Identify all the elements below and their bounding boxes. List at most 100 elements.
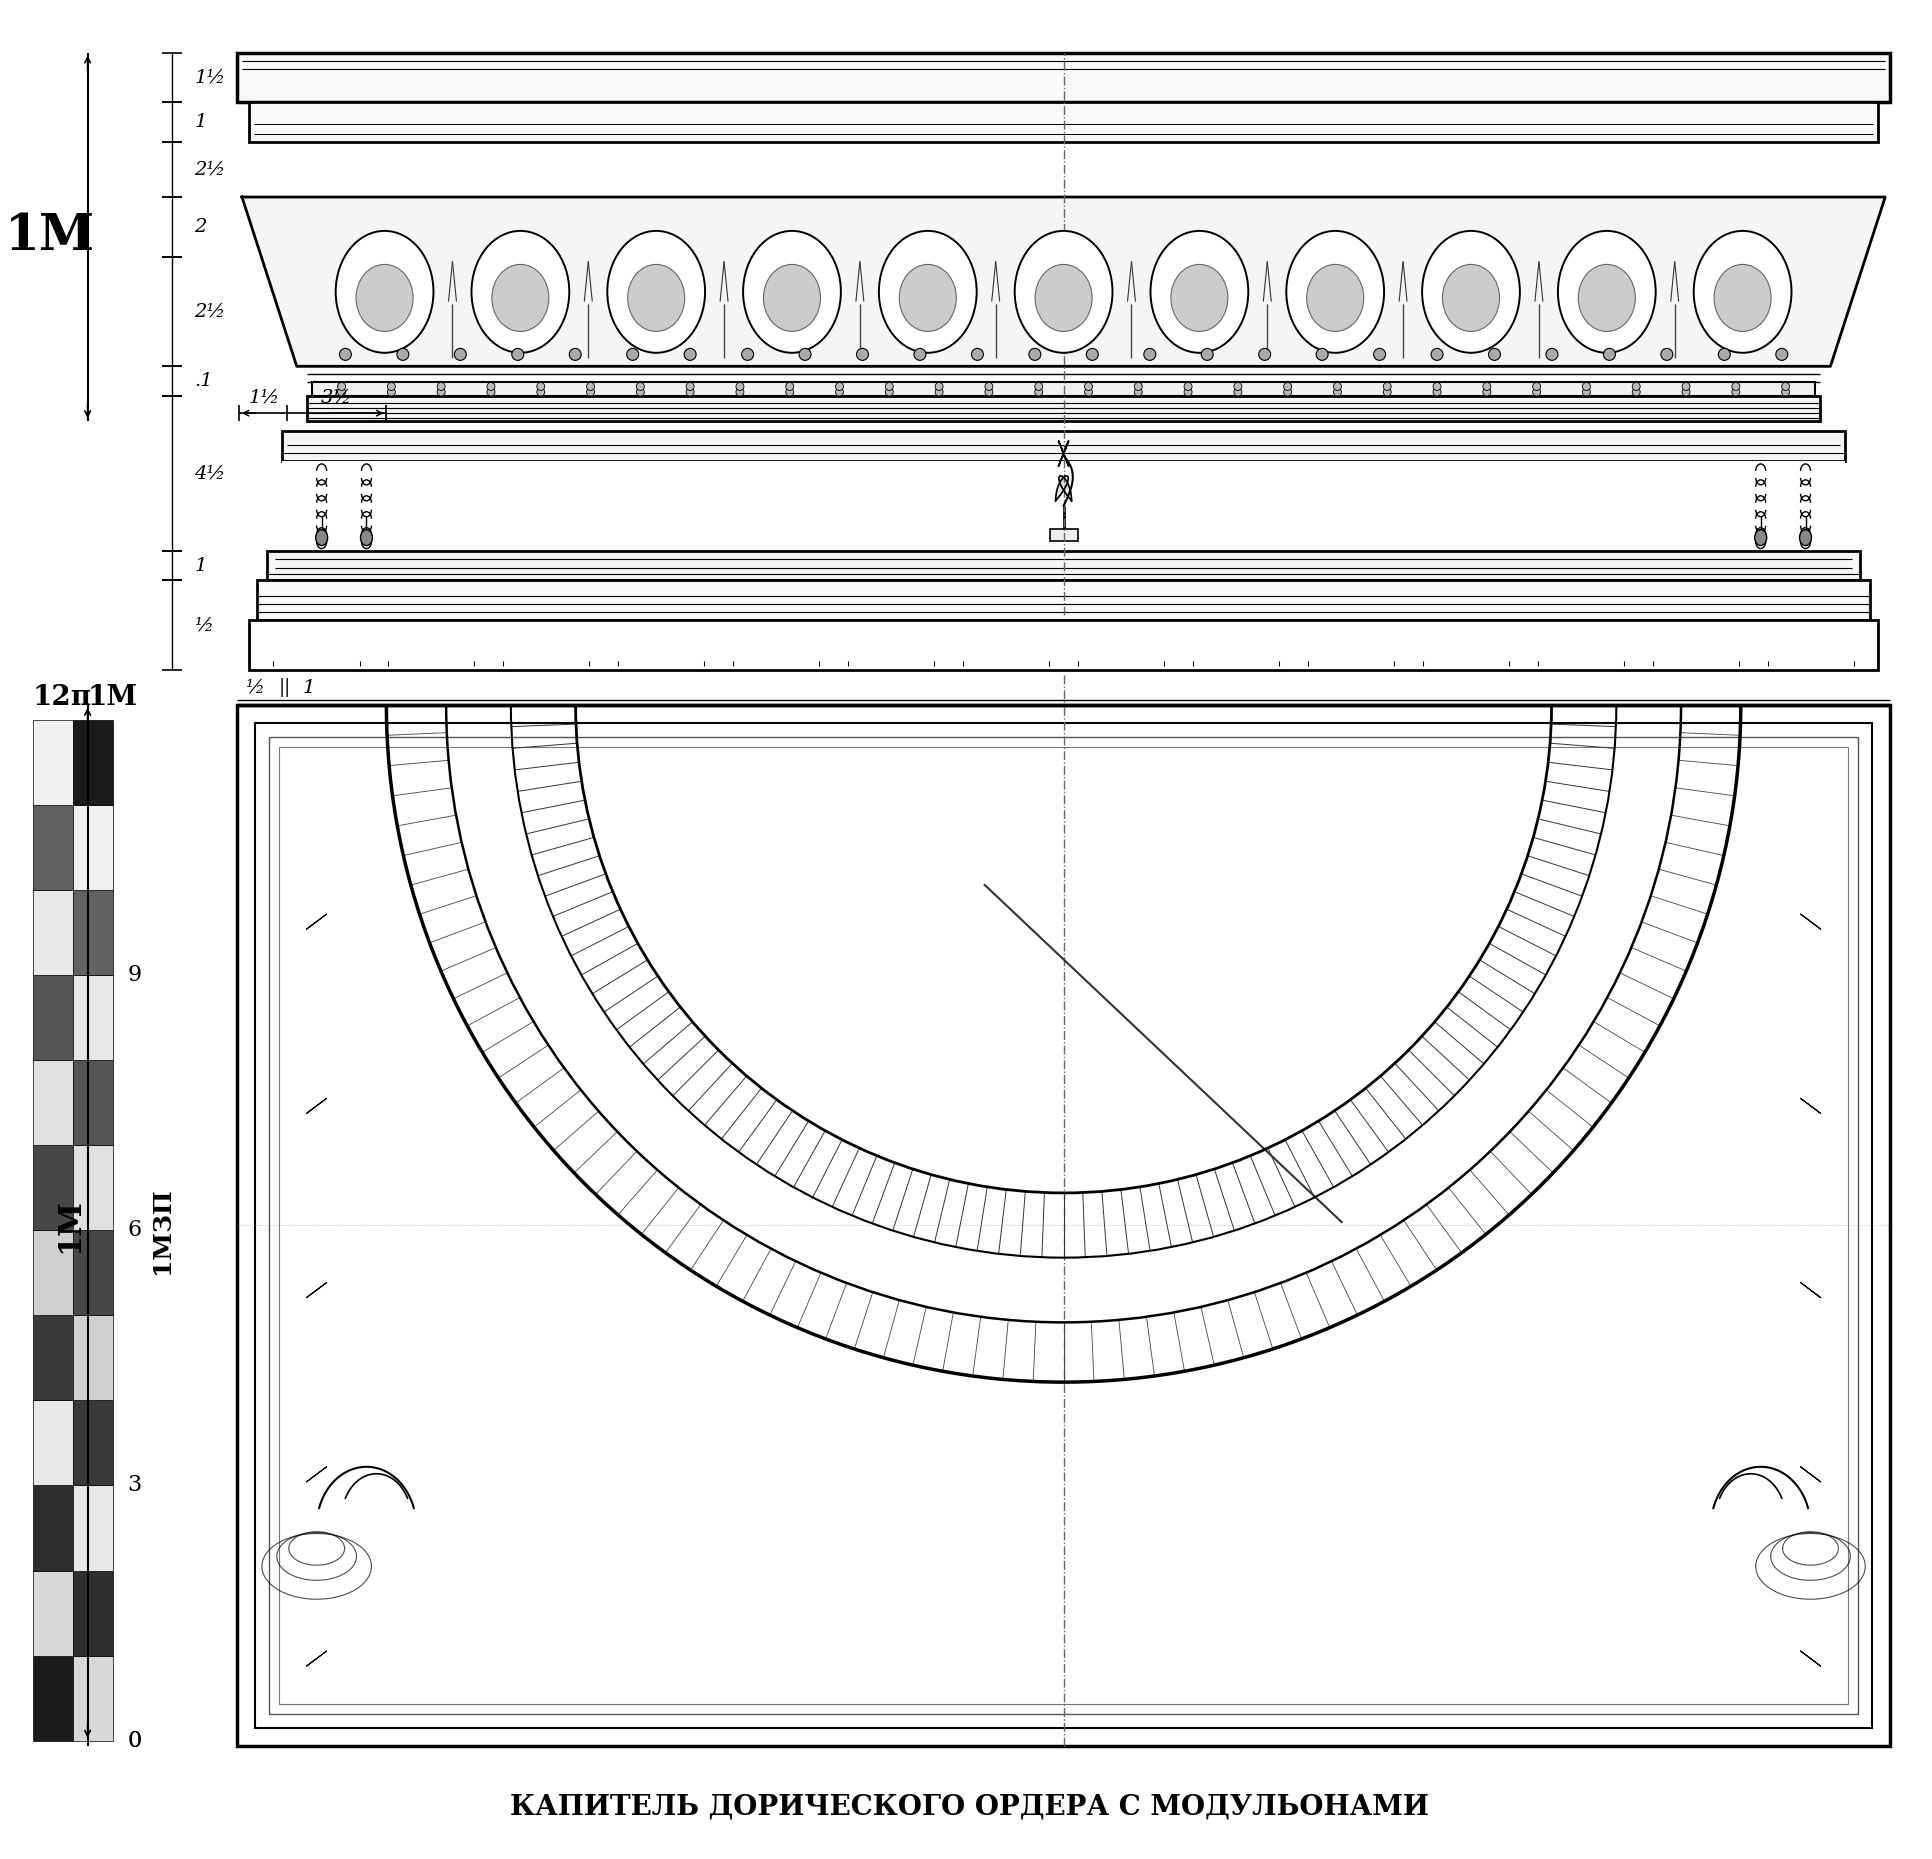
Circle shape	[935, 383, 943, 390]
Circle shape	[1036, 389, 1043, 396]
Bar	[33, 1231, 73, 1316]
Circle shape	[1582, 383, 1590, 390]
Ellipse shape	[1306, 264, 1364, 331]
Circle shape	[437, 383, 444, 390]
Bar	[73, 1060, 112, 1145]
Circle shape	[914, 348, 925, 361]
Ellipse shape	[607, 231, 705, 353]
Circle shape	[1134, 383, 1142, 390]
Ellipse shape	[1150, 231, 1248, 353]
Circle shape	[1030, 348, 1041, 361]
Text: .1: .1	[195, 372, 213, 390]
Circle shape	[800, 348, 811, 361]
Circle shape	[1144, 348, 1155, 361]
Circle shape	[1546, 348, 1557, 361]
Circle shape	[512, 348, 524, 361]
Text: ||: ||	[278, 679, 292, 697]
Circle shape	[972, 348, 983, 361]
Bar	[33, 1145, 73, 1231]
Circle shape	[1776, 348, 1787, 361]
Circle shape	[454, 348, 466, 361]
Ellipse shape	[355, 264, 413, 331]
Circle shape	[1184, 389, 1192, 396]
Circle shape	[1383, 383, 1391, 390]
Circle shape	[1134, 389, 1142, 396]
Circle shape	[684, 348, 696, 361]
Text: ½: ½	[245, 679, 265, 697]
Circle shape	[1316, 348, 1327, 361]
Text: 2½: 2½	[195, 160, 226, 178]
Circle shape	[1731, 389, 1741, 396]
Text: 2½: 2½	[195, 303, 226, 320]
Circle shape	[1781, 389, 1789, 396]
Ellipse shape	[1799, 530, 1812, 545]
Text: ½: ½	[195, 615, 213, 634]
Text: 12п: 12п	[33, 684, 93, 712]
Text: 1½: 1½	[249, 389, 280, 407]
Circle shape	[388, 383, 396, 390]
Circle shape	[1036, 383, 1043, 390]
Circle shape	[1683, 389, 1690, 396]
Ellipse shape	[1422, 231, 1520, 353]
Ellipse shape	[1754, 530, 1766, 545]
Circle shape	[1235, 383, 1242, 390]
Circle shape	[1086, 348, 1097, 361]
Circle shape	[1084, 389, 1092, 396]
Bar	[73, 976, 112, 1060]
Ellipse shape	[1694, 231, 1791, 353]
Ellipse shape	[315, 530, 328, 545]
Circle shape	[437, 389, 444, 396]
Text: 1½: 1½	[195, 69, 226, 87]
Text: 4½: 4½	[195, 465, 226, 481]
Bar	[73, 1485, 112, 1571]
Ellipse shape	[744, 231, 840, 353]
Circle shape	[985, 383, 993, 390]
Circle shape	[885, 389, 893, 396]
Circle shape	[1781, 383, 1789, 390]
Ellipse shape	[1714, 264, 1772, 331]
Bar	[249, 621, 1878, 669]
Bar	[33, 1656, 73, 1740]
Bar	[73, 1145, 112, 1231]
Ellipse shape	[898, 264, 956, 331]
Text: 9: 9	[128, 965, 141, 985]
Bar	[269, 736, 1859, 1714]
Circle shape	[835, 389, 844, 396]
Circle shape	[1633, 383, 1640, 390]
Ellipse shape	[628, 264, 684, 331]
Circle shape	[1383, 389, 1391, 396]
Bar	[282, 461, 1845, 550]
Text: 2: 2	[195, 218, 207, 236]
Circle shape	[1683, 383, 1690, 390]
Circle shape	[1532, 383, 1540, 390]
Text: 1М: 1М	[54, 1197, 85, 1253]
Bar	[33, 1316, 73, 1400]
Circle shape	[1184, 383, 1192, 390]
Circle shape	[686, 383, 694, 390]
Bar	[33, 976, 73, 1060]
Bar	[73, 1231, 112, 1316]
Ellipse shape	[1557, 231, 1656, 353]
Circle shape	[1582, 389, 1590, 396]
Circle shape	[1484, 383, 1492, 390]
Circle shape	[1532, 389, 1540, 396]
Bar	[282, 431, 1845, 461]
Text: 1М: 1М	[4, 212, 95, 262]
Circle shape	[1333, 389, 1341, 396]
Circle shape	[338, 389, 346, 396]
Circle shape	[786, 389, 794, 396]
Bar	[255, 723, 1872, 1727]
Bar	[73, 1571, 112, 1656]
Bar	[33, 1060, 73, 1145]
Circle shape	[1434, 389, 1441, 396]
Ellipse shape	[763, 264, 821, 331]
Bar	[73, 805, 112, 890]
Text: 3: 3	[128, 1474, 141, 1496]
Circle shape	[1662, 348, 1673, 361]
Ellipse shape	[1287, 231, 1383, 353]
Bar	[33, 1571, 73, 1656]
Bar	[1049, 528, 1078, 541]
Circle shape	[742, 348, 753, 361]
Ellipse shape	[1171, 264, 1229, 331]
Text: 1: 1	[195, 113, 207, 132]
